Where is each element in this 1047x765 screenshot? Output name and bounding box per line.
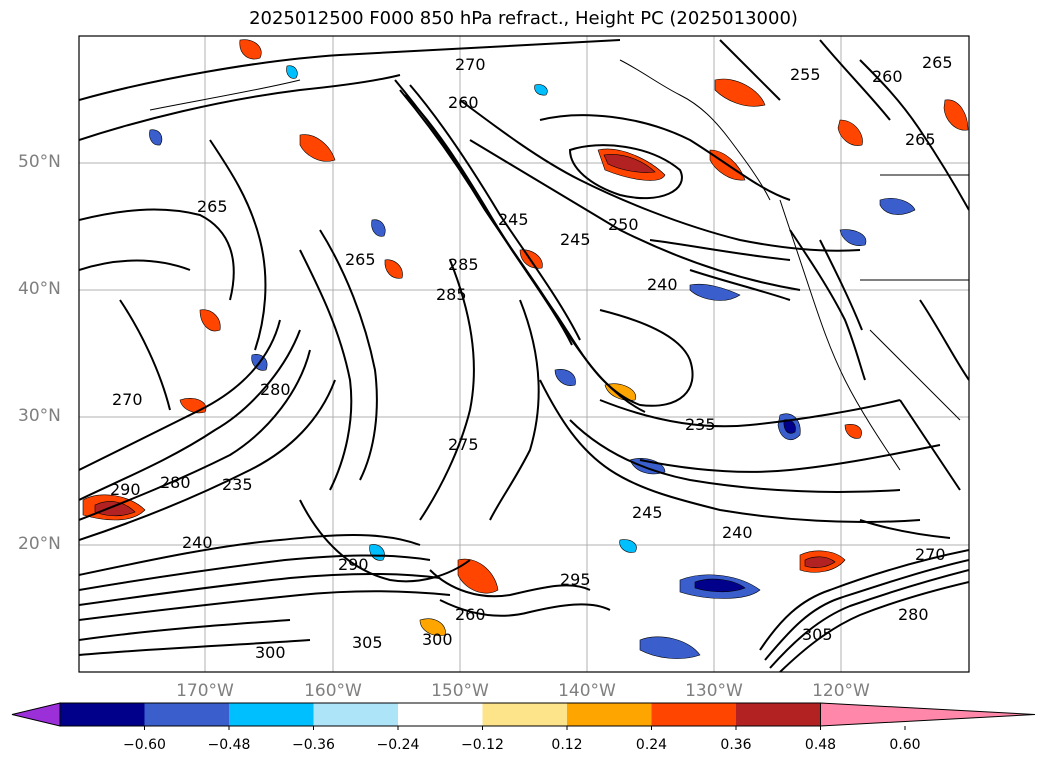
contour-label: 275	[448, 435, 479, 454]
plot-frame	[78, 35, 970, 673]
contour-label: 305	[802, 625, 833, 644]
contour-label: 235	[222, 475, 253, 494]
colorbar-segment	[313, 703, 398, 726]
contour-label: 265	[905, 130, 936, 149]
contour-label: 285	[436, 285, 467, 304]
colorbar-segment	[398, 703, 483, 726]
colorbar-tick-label: 0.12	[551, 737, 583, 753]
contour-label: 240	[182, 533, 213, 552]
lon-label-150w: 150°W	[431, 681, 489, 701]
contour-label: 255	[790, 65, 821, 84]
lat-label-20n: 20°N	[18, 534, 61, 554]
contour-label: 240	[647, 275, 678, 294]
colorbar-tick-label: −0.24	[376, 737, 420, 753]
colorbar-tick-label: 0.48	[804, 737, 837, 753]
colorbar-tick-label: 0.60	[889, 737, 921, 753]
contour-label: 260	[448, 93, 479, 112]
contour-label: 305	[352, 633, 383, 652]
colorbar-extend-high	[820, 702, 1036, 727]
lon-label-160w: 160°W	[304, 681, 362, 701]
colorbar	[11, 702, 1036, 730]
contour-label: 270	[455, 55, 486, 74]
colorbar-extend-low	[11, 702, 61, 727]
contour-label: 265	[197, 197, 228, 216]
contour-label: 270	[915, 545, 946, 564]
colorbar-segment	[60, 703, 145, 726]
contour-label: 245	[632, 503, 663, 522]
contour-label: 265	[345, 250, 376, 269]
contour-label: 300	[255, 643, 286, 662]
lat-label-50n: 50°N	[18, 152, 61, 172]
colorbar-tick-label: 0.24	[635, 737, 668, 753]
contour-label: 235	[685, 415, 716, 434]
contour-label: 280	[160, 473, 191, 492]
contour-label: 295	[560, 570, 591, 589]
lon-label-170w: 170°W	[176, 681, 234, 701]
contour-label: 250	[608, 215, 639, 234]
contour-label: 260	[455, 605, 486, 624]
contour-label: 285	[448, 255, 479, 274]
colorbar-segment	[482, 703, 567, 726]
contour-label: 245	[498, 210, 529, 229]
colorbar-tick-label: −0.12	[461, 737, 504, 753]
coastlines	[149, 59, 969, 471]
colorbar-tick-label: 0.36	[720, 737, 752, 753]
refractivity-anomaly-fills	[82, 39, 969, 659]
lon-label-130w: 130°W	[685, 681, 743, 701]
colorbar-segment	[229, 703, 314, 726]
contour-label: 280	[260, 380, 291, 399]
colorbar-tick-label: −0.48	[207, 737, 251, 753]
height-contours	[79, 39, 969, 672]
contour-label: 300	[422, 630, 453, 649]
contour-label: 240	[722, 523, 753, 542]
contour-label: 270	[112, 390, 143, 409]
colorbar-segment	[651, 703, 736, 726]
lat-label-40n: 40°N	[18, 279, 61, 299]
contour-labels: 270 265 260 255 265 260 265 250 245 245 …	[110, 53, 953, 662]
lon-label-120w: 120°W	[812, 681, 870, 701]
map-title: 2025012500 F000 850 hPa refract., Height…	[249, 8, 798, 29]
contour-label: 265	[922, 53, 953, 72]
contour-label: 260	[872, 67, 903, 86]
colorbar-segment	[144, 703, 229, 726]
contour-label: 245	[560, 230, 591, 249]
colorbar-segment	[567, 703, 652, 726]
colorbar-tick-label: −0.36	[292, 737, 335, 753]
lat-label-30n: 30°N	[18, 406, 61, 426]
colorbar-tick-label: −0.60	[123, 737, 166, 753]
lon-label-140w: 140°W	[558, 681, 616, 701]
contour-label: 280	[898, 605, 929, 624]
colorbar-segment	[736, 703, 821, 726]
contour-label: 290	[338, 555, 369, 574]
contour-label: 290	[110, 480, 141, 499]
